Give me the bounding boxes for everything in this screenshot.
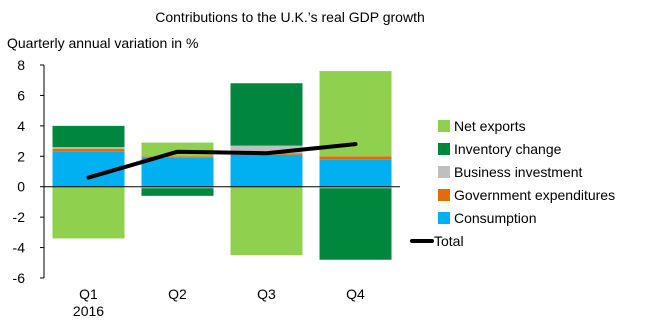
bar-segment-government-expenditures [319,156,392,160]
bar-segment-net-exports [319,71,392,157]
total-line [86,142,358,180]
legend-label-net-exports: Net exports [454,118,526,134]
bars-layer [52,71,392,260]
bar-segment-net-exports [141,142,214,157]
y-tick-label: -2 [13,209,26,225]
bar-segment-consumption [230,154,303,187]
legend: Net exports Inventory change Business inve… [410,118,615,249]
legend-label-consumption: Consumption [454,210,537,226]
bar-segment-inventory-change [230,83,303,146]
bar-segment-net-exports [52,186,125,239]
y-tick-label: 0 [17,179,25,195]
y-tick-label: 2 [17,148,25,164]
total-line-layer [86,142,358,180]
y-tick-label: 6 [17,87,25,103]
bar-segment-business-investment [52,147,125,149]
x-tick-label: Q1 [79,286,98,302]
y-tick-label: 4 [17,118,25,134]
legend-swatch-net-exports [438,120,450,132]
x-tick-sublabel: 2016 [73,303,104,319]
legend-label-inventory-change: Inventory change [454,141,562,157]
legend-swatch-inventory-change [438,143,450,155]
bar-segment-business-investment [230,145,303,154]
x-tick-label: Q3 [257,286,276,302]
bar-segment-consumption [141,157,214,187]
legend-label-government-expenditures: Government expenditures [454,187,615,203]
x-tick-label: Q4 [346,286,365,302]
bar-segment-inventory-change [52,125,125,148]
y-tick-label: 8 [17,57,25,73]
bar-segment-business-investment [141,186,214,189]
chart-subtitle: Quarterly annual variation in % [7,35,199,51]
bar-segment-inventory-change [319,188,392,260]
bar-segment-consumption [319,159,392,187]
legend-label-business-investment: Business investment [454,164,583,180]
bar-segment-net-exports [230,186,303,256]
bar-segment-business-investment [319,186,392,189]
bar-segment-inventory-change [141,188,214,196]
bar-segment-government-expenditures [52,148,125,152]
y-tick-label: -6 [13,270,26,286]
y-tick-label: -4 [13,240,26,256]
chart-title: Contributions to the U.K.’s real GDP gro… [155,9,425,25]
x-tick-label: Q2 [168,286,187,302]
legend-swatch-business-investment [438,166,450,178]
bar-segment-government-expenditures [141,156,214,158]
legend-swatch-consumption [438,212,450,224]
legend-swatch-government-expenditures [438,189,450,201]
legend-label-total: Total [434,233,464,249]
